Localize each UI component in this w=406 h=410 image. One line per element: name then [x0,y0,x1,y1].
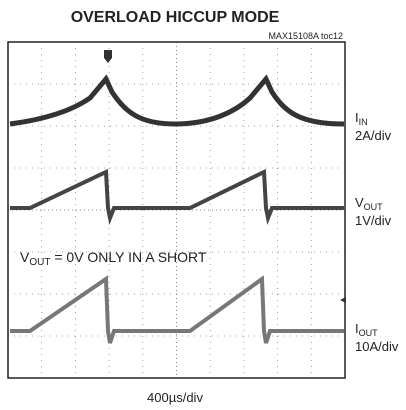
channel-symbol: V [355,195,364,210]
channel-sub: IN [359,117,368,127]
timebase: 400µs/div [147,390,203,405]
channel-scale: 10A/div [355,339,399,354]
channel-sub: OUT [359,328,379,338]
channel-name: VOUT [355,195,383,212]
channel-marker [340,297,346,303]
channel-scale: 1V/div [355,213,392,228]
screen-border [7,41,346,379]
trigger-marker [104,50,112,63]
iout-trace [10,275,344,344]
annotation-rest: = 0V ONLY IN A SHORT [50,249,206,265]
title: OVERLOAD HICCUP MODE [71,9,280,26]
vout-trace [10,168,344,225]
annotation-sub: OUT [29,257,50,268]
channel-symbol: I [355,321,359,336]
channel-symbol: I [355,110,359,125]
annotation-main: V [20,249,30,265]
channel-scale: 2A/div [355,128,392,143]
channel-sub: OUT [364,202,384,212]
channel-name: IOUT [355,321,378,338]
iin-trace [9,74,345,127]
tag: MAX15108A toc12 [268,31,343,41]
channel-name: IIN [355,110,368,127]
annotation: VOUT = 0V ONLY IN A SHORT [20,249,207,268]
